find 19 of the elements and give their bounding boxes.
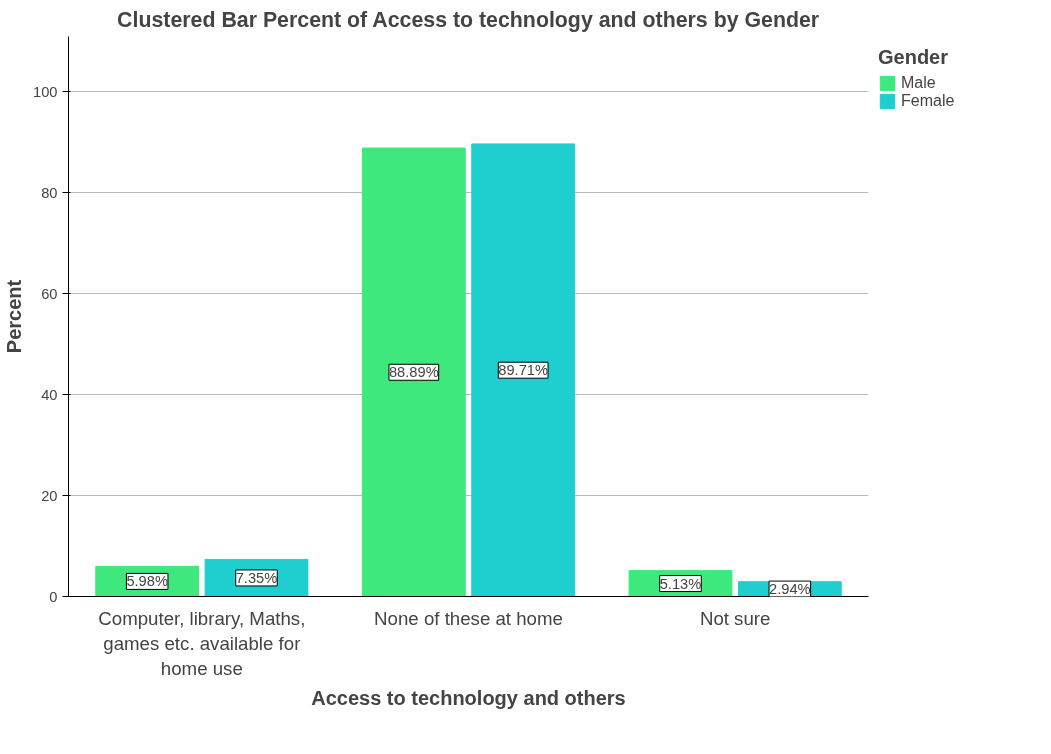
- y-axis-title: Percent: [3, 279, 26, 354]
- y-tick-label: 80: [41, 184, 58, 201]
- y-tick-label: 60: [41, 285, 58, 302]
- x-tick-label: None of these at home: [374, 607, 563, 629]
- data-label: 5.13%: [659, 575, 702, 592]
- y-tick-label: 20: [41, 487, 58, 504]
- y-tick-label: 100: [33, 84, 58, 100]
- legend-label: Female: [901, 92, 955, 110]
- chart-title: Clustered Bar Percent of Access to technology and others by Gender: [117, 7, 820, 32]
- bar: [471, 143, 576, 597]
- x-axis-title: Access to technology and others: [311, 686, 626, 709]
- x-tick-label: Computer, library, Maths, games etc. available for home use: [98, 607, 306, 679]
- data-label: 7.35%: [235, 569, 278, 586]
- bar: [361, 147, 466, 597]
- legend-title: Gender: [878, 46, 950, 69]
- y-tick-label: 0: [49, 588, 58, 605]
- legend-label: Male: [901, 74, 936, 92]
- x-tick-label: Not sure: [699, 607, 771, 629]
- y-tick-label: 40: [41, 386, 58, 403]
